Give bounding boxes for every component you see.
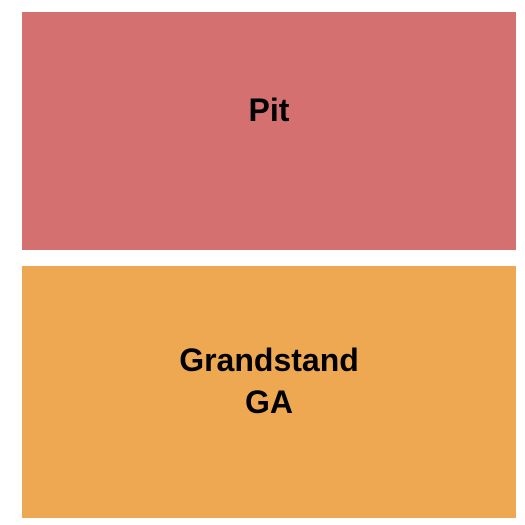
section-pit[interactable]: Pit — [22, 12, 516, 250]
section-label-pit: Pit — [249, 90, 290, 132]
section-label-grandstand: Grandstand GA — [179, 340, 359, 423]
section-grandstand[interactable]: Grandstand GA — [22, 266, 516, 518]
